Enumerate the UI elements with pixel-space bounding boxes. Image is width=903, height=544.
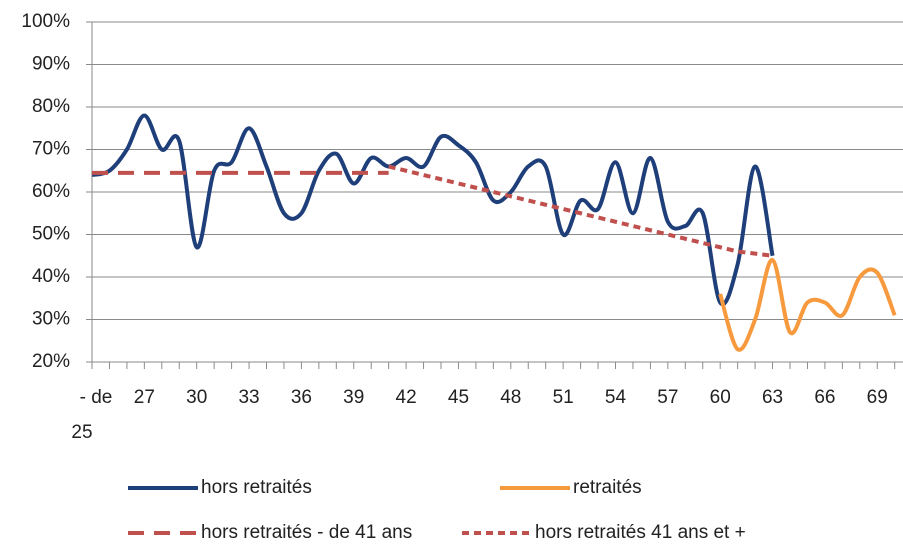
- x-tick-label: 27: [134, 387, 155, 408]
- y-tick-label: 90%: [32, 54, 70, 75]
- x-tick-label: 42: [396, 387, 417, 408]
- y-tick-label: 60%: [32, 181, 70, 202]
- x-tick-label: 39: [343, 387, 364, 408]
- legend-label: retraités: [573, 477, 642, 498]
- x-tick-label: - de 25: [71, 387, 112, 443]
- legend-label: hors retraités 41 ans et +: [535, 522, 746, 543]
- x-tick-label: 66: [814, 387, 835, 408]
- x-tick-label: 51: [553, 387, 574, 408]
- series-line: [718, 257, 897, 352]
- y-tick-label: 20%: [32, 351, 70, 372]
- y-tick-label: 70%: [32, 139, 70, 160]
- x-tick-label: 36: [291, 387, 312, 408]
- legend-label: hors retraités - de 41 ans: [201, 522, 412, 543]
- y-tick-label: 80%: [32, 96, 70, 117]
- y-tick-label: 50%: [32, 224, 70, 245]
- series-line: [388, 164, 773, 258]
- x-tick-label: 33: [238, 387, 259, 408]
- y-tick-label: 100%: [21, 11, 70, 32]
- y-tick-label: 40%: [32, 266, 70, 287]
- x-tick-label: 69: [867, 387, 888, 408]
- x-tick-label: 60: [710, 387, 731, 408]
- x-tick-label: 45: [448, 387, 469, 408]
- x-tick-label: 63: [762, 387, 783, 408]
- x-tick-label: 30: [186, 387, 207, 408]
- x-tick-label: 57: [657, 387, 678, 408]
- x-tick-label: 54: [605, 387, 627, 408]
- x-tick-label: 48: [500, 387, 521, 408]
- y-tick-label: 30%: [32, 309, 70, 330]
- legend-label: hors retraités: [201, 477, 312, 498]
- series-line: [91, 113, 775, 307]
